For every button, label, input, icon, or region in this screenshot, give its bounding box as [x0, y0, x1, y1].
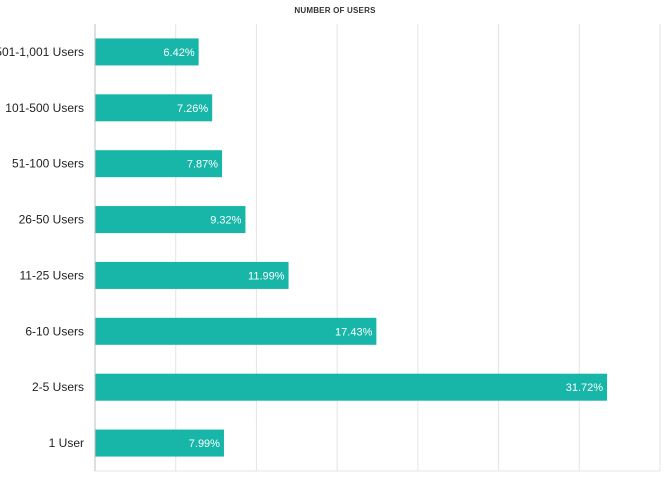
- bar: [95, 38, 199, 66]
- bar-value-label: 7.26%: [177, 103, 208, 115]
- category-label: 501-1,001 Users: [0, 45, 84, 59]
- bar: [95, 206, 246, 234]
- category-label: 2-5 Users: [32, 380, 84, 394]
- category-label: 101-500 Users: [5, 101, 84, 115]
- bar-value-label: 17.43%: [335, 326, 373, 338]
- bar-value-label: 7.87%: [187, 159, 218, 171]
- bar: [95, 94, 213, 122]
- bar-value-label: 7.99%: [189, 438, 220, 450]
- category-label: 6-10 Users: [25, 324, 84, 338]
- bar: [95, 373, 608, 401]
- category-label: 11-25 Users: [20, 268, 84, 282]
- chart-title: NUMBER OF USERS: [294, 6, 376, 15]
- bar-value-label: 11.99%: [248, 270, 285, 282]
- bar-value-label: 6.42%: [163, 47, 194, 59]
- bar-value-label: 9.32%: [210, 215, 241, 227]
- category-labels: 501-1,001 Users 101-500 Users 51-100 Users…: [0, 45, 84, 450]
- bar: [95, 261, 289, 289]
- bar: [95, 317, 377, 345]
- bar-value-label: 31.72%: [566, 382, 604, 394]
- category-label: 51-100 Users: [12, 157, 84, 171]
- bar: [95, 429, 224, 457]
- bars: 6.42% 7.26% 7.87% 9.32% 11.99% 17.43% 31.72% 7.…: [95, 38, 608, 457]
- category-label: 1 User: [49, 436, 84, 450]
- category-label: 26-50 Users: [19, 213, 84, 227]
- bar: [95, 150, 223, 178]
- gridlines: [95, 24, 661, 472]
